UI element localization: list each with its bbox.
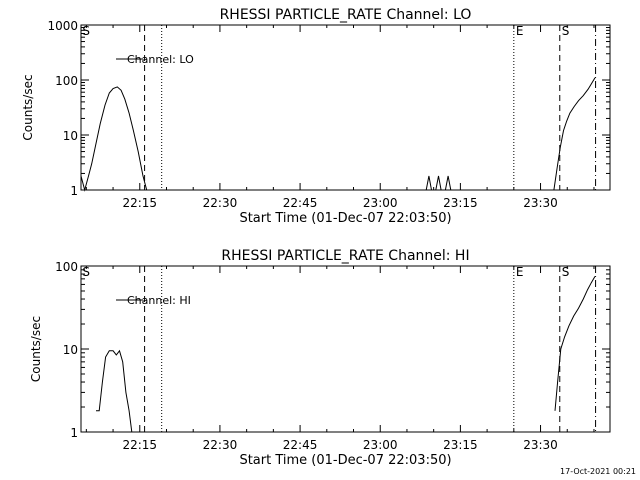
x-tick-label: 23:00 bbox=[363, 438, 398, 452]
y-axis-label: Counts/sec bbox=[29, 316, 43, 382]
event-marker-label: S bbox=[562, 24, 570, 38]
x-tick-label: 23:15 bbox=[443, 438, 478, 452]
y-tick-label: 100 bbox=[55, 74, 78, 88]
y-tick-label: 10 bbox=[63, 129, 78, 143]
x-tick-label: 22:30 bbox=[203, 438, 238, 452]
footer-timestamp: 17-Oct-2021 00:21 bbox=[560, 467, 636, 476]
legend-label: Channel: HI bbox=[127, 294, 191, 307]
chart-panel-1: RHESSI PARTICLE_RATE Channel: LO Start Ti… bbox=[21, 7, 611, 226]
event-marker-label: S bbox=[562, 265, 570, 279]
event-marker-label: S bbox=[82, 24, 90, 38]
x-tick-label: 22:45 bbox=[283, 438, 318, 452]
event-marker-label: E bbox=[516, 265, 524, 279]
x-tick-label: 23:15 bbox=[443, 196, 478, 210]
chart-title: RHESSI PARTICLE_RATE Channel: LO bbox=[220, 7, 472, 23]
chart-panel-2: RHESSI PARTICLE_RATE Channel: HI Start Ti… bbox=[29, 248, 611, 468]
series-line-2 bbox=[425, 175, 452, 191]
y-tick-label: 1 bbox=[70, 184, 78, 198]
x-tick-label: 23:30 bbox=[523, 438, 558, 452]
y-axis-label: Counts/sec bbox=[21, 74, 35, 140]
x-tick-label: 22:45 bbox=[283, 196, 318, 210]
x-tick-label: 22:30 bbox=[203, 196, 238, 210]
y-tick-label: 1 bbox=[70, 426, 78, 440]
x-tick-label: 22:15 bbox=[122, 196, 157, 210]
legend-label: Channel: LO bbox=[127, 53, 194, 66]
y-tick-label: 100 bbox=[55, 260, 78, 274]
y-tick-label: 10 bbox=[63, 343, 78, 357]
x-axis-label: Start Time (01-Dec-07 22:03:50) bbox=[239, 453, 451, 468]
event-marker-label: E bbox=[516, 24, 524, 38]
x-tick-label: 23:30 bbox=[523, 196, 558, 210]
series-line-2 bbox=[554, 276, 596, 411]
event-marker-label: S bbox=[82, 265, 90, 279]
chart-title: RHESSI PARTICLE_RATE Channel: HI bbox=[221, 248, 469, 264]
x-tick-label: 23:00 bbox=[363, 196, 398, 210]
series-line-1 bbox=[80, 86, 148, 192]
x-axis-label: Start Time (01-Dec-07 22:03:50) bbox=[239, 211, 451, 226]
series-line-1 bbox=[96, 349, 133, 433]
plot-frame bbox=[80, 24, 611, 191]
y-tick-label: 1000 bbox=[47, 19, 78, 33]
x-tick-label: 22:15 bbox=[122, 438, 157, 452]
series-line-3 bbox=[553, 77, 596, 191]
